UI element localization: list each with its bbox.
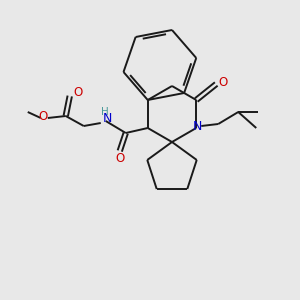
Text: N: N xyxy=(193,119,202,133)
Text: O: O xyxy=(219,76,228,88)
Text: H: H xyxy=(101,107,109,117)
Text: O: O xyxy=(38,110,47,124)
Text: O: O xyxy=(115,152,124,166)
Text: N: N xyxy=(103,112,112,125)
Text: O: O xyxy=(73,85,83,98)
